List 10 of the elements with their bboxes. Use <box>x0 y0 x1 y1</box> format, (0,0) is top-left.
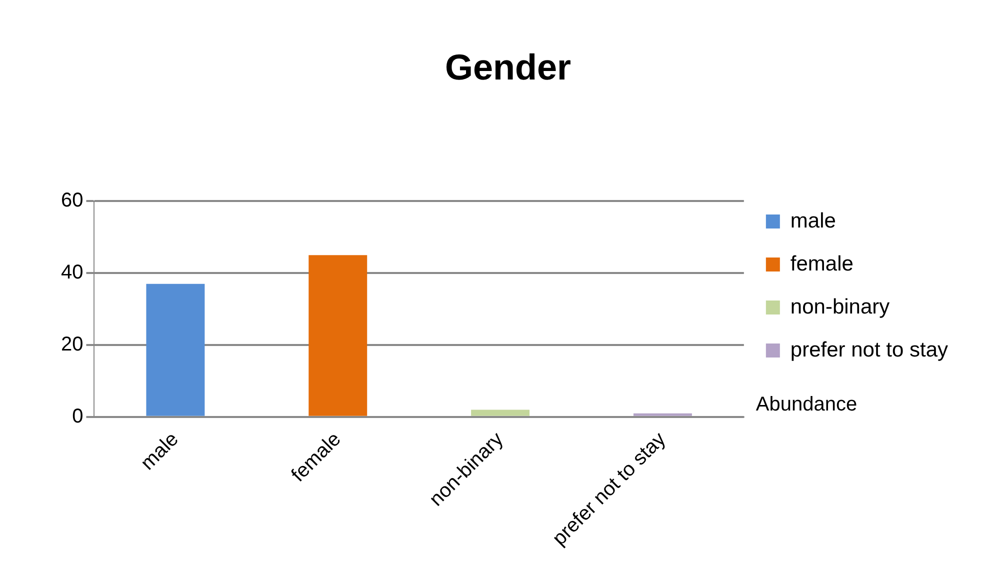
legend-label: male <box>790 209 836 232</box>
y-tick-label: 40 <box>60 262 84 284</box>
legend-label: prefer not to stay <box>790 338 948 362</box>
legend-label: female <box>790 252 854 276</box>
y-tick-label: 0 <box>72 405 84 428</box>
y-tick-label: 20 <box>60 334 84 356</box>
legend-label: non-binary <box>790 295 890 318</box>
chart-title: Gender <box>444 46 572 88</box>
y-tick-label: 60 <box>60 190 84 212</box>
text: Abundance <box>756 393 858 416</box>
